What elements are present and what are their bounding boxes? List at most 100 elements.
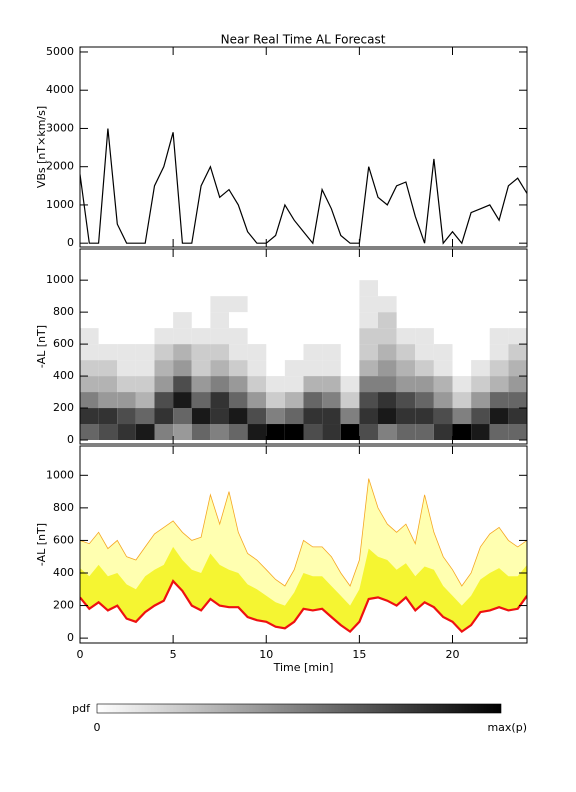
- x-tick-label: 0: [77, 648, 84, 661]
- pdf-cell: [98, 392, 118, 409]
- pdf-cell: [489, 408, 509, 425]
- y-tick-label: 1000: [46, 198, 74, 211]
- pdf-cell: [247, 360, 267, 377]
- pdf-cell: [210, 408, 229, 425]
- pdf-cell: [154, 408, 174, 425]
- y-tick-label: 400: [53, 369, 74, 382]
- pdf-cell: [303, 392, 323, 409]
- pdf-cell: [135, 344, 155, 361]
- pdf-cell: [80, 360, 99, 377]
- pdf-cell: [471, 424, 490, 441]
- pdf-cell: [489, 360, 509, 377]
- pdf-cell: [452, 392, 472, 409]
- pdf-cell: [98, 376, 118, 393]
- pdf-cell: [359, 280, 378, 297]
- pdf-cell: [229, 344, 248, 361]
- pdf-cell: [508, 376, 527, 393]
- pdf-cell: [135, 408, 155, 425]
- pdf-cell: [173, 344, 192, 361]
- pdf-cell: [191, 376, 211, 393]
- pdf-cell: [378, 360, 397, 377]
- pdf-cell: [415, 360, 434, 377]
- y-tick-label: 600: [53, 337, 74, 350]
- pdf-cell: [303, 408, 323, 425]
- pdf-cell: [340, 392, 360, 409]
- pdf-cell: [415, 344, 434, 361]
- y-tick-label: 400: [53, 566, 74, 579]
- pdf-cell: [284, 376, 304, 393]
- pdf-cell: [452, 408, 472, 425]
- pdf-cell: [508, 408, 527, 425]
- pdf-cell: [471, 408, 490, 425]
- pdf-cell: [210, 312, 229, 329]
- pdf-cell: [210, 296, 229, 313]
- pdf-cell: [266, 392, 285, 409]
- pdf-cell: [191, 424, 211, 441]
- plot-area: [80, 280, 527, 441]
- pdf-cell: [415, 328, 434, 345]
- pdf-cell: [359, 312, 378, 329]
- pdf-cell: [359, 344, 378, 361]
- pdf-cell: [173, 392, 192, 409]
- pdf-cell: [135, 360, 155, 377]
- pdf-cell: [359, 408, 378, 425]
- pdf-cell: [80, 408, 99, 425]
- pdf-cell: [154, 424, 174, 441]
- pdf-cell: [303, 376, 323, 393]
- colorbar-label: pdf: [72, 702, 91, 715]
- pdf-cell: [229, 328, 248, 345]
- pdf-cell: [266, 376, 285, 393]
- pdf-cell: [378, 424, 397, 441]
- pdf-cell: [396, 360, 416, 377]
- plot-area: [80, 478, 527, 634]
- pdf-cell: [173, 312, 192, 329]
- pdf-cell: [98, 424, 118, 441]
- pdf-cell: [173, 376, 192, 393]
- pdf-cell: [396, 392, 416, 409]
- pdf-cell: [284, 392, 304, 409]
- pdf-cell: [154, 392, 174, 409]
- pdf-cell: [508, 360, 527, 377]
- pdf-cell: [117, 360, 136, 377]
- y-tick-label: 3000: [46, 121, 74, 134]
- x-tick-label: 15: [352, 648, 366, 661]
- colorbar: [96, 703, 502, 714]
- pdf-cell: [378, 344, 397, 361]
- pdf-cell: [117, 344, 136, 361]
- pdf-cell: [135, 424, 155, 441]
- pdf-cell: [489, 392, 509, 409]
- pdf-cell: [452, 424, 472, 441]
- y-tick-label: 0: [67, 236, 74, 249]
- y-tick-label: 200: [53, 599, 74, 612]
- pdf-cell: [396, 344, 416, 361]
- y-tick-label: 1000: [46, 273, 74, 286]
- pdf-cell: [173, 424, 192, 441]
- pdf-cell: [433, 376, 453, 393]
- pdf-cell: [154, 360, 174, 377]
- y-tick-label: 1000: [46, 468, 74, 481]
- pdf-cell: [173, 328, 192, 345]
- pdf-cell: [415, 376, 434, 393]
- plot-area: [80, 128, 527, 245]
- pdf-cell: [396, 408, 416, 425]
- pdf-cell: [191, 360, 211, 377]
- panel-frame: [79, 46, 528, 248]
- pdf-cell: [210, 328, 229, 345]
- pdf-cell: [247, 344, 267, 361]
- pdf-cell: [117, 376, 136, 393]
- pdf-cell: [378, 392, 397, 409]
- pdf-cell: [396, 328, 416, 345]
- pdf-cell: [396, 376, 416, 393]
- pdf-cell: [117, 392, 136, 409]
- pdf-cell: [359, 360, 378, 377]
- pdf-cell: [322, 408, 341, 425]
- x-axis-label: Time [min]: [273, 661, 334, 674]
- pdf-cell: [322, 360, 341, 377]
- pdf-cell: [191, 344, 211, 361]
- pdf-cell: [229, 392, 248, 409]
- pdf-cell: [359, 392, 378, 409]
- pdf-cell: [471, 376, 490, 393]
- pdf-cell: [471, 392, 490, 409]
- pdf-cell: [415, 408, 434, 425]
- pdf-cell: [359, 424, 378, 441]
